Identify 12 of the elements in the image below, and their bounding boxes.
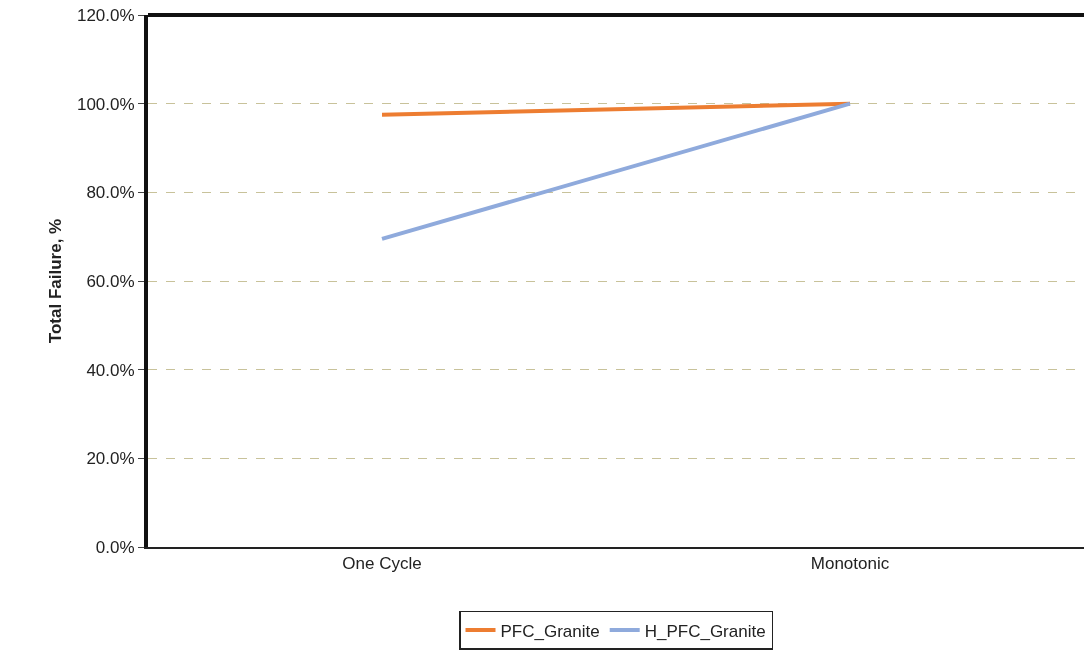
y-tick-label: 80.0% [86, 183, 135, 203]
y-tick-label: 40.0% [86, 360, 135, 380]
y-tick-label: 20.0% [86, 449, 135, 469]
x-tick-label: One Cycle [342, 554, 422, 574]
y-tick-label: 0.0% [95, 537, 135, 557]
legend-label: H_PFC_Granite [644, 621, 766, 641]
legend-label: PFC_Granite [500, 621, 600, 641]
y-tick-label: 60.0% [86, 271, 135, 291]
y-tick-label: 100.0% [76, 94, 135, 114]
y-axis-title: Total Failure, % [45, 218, 65, 344]
x-tick-label: Monotonic [810, 554, 890, 574]
y-tick-label: 120.0% [76, 5, 135, 25]
